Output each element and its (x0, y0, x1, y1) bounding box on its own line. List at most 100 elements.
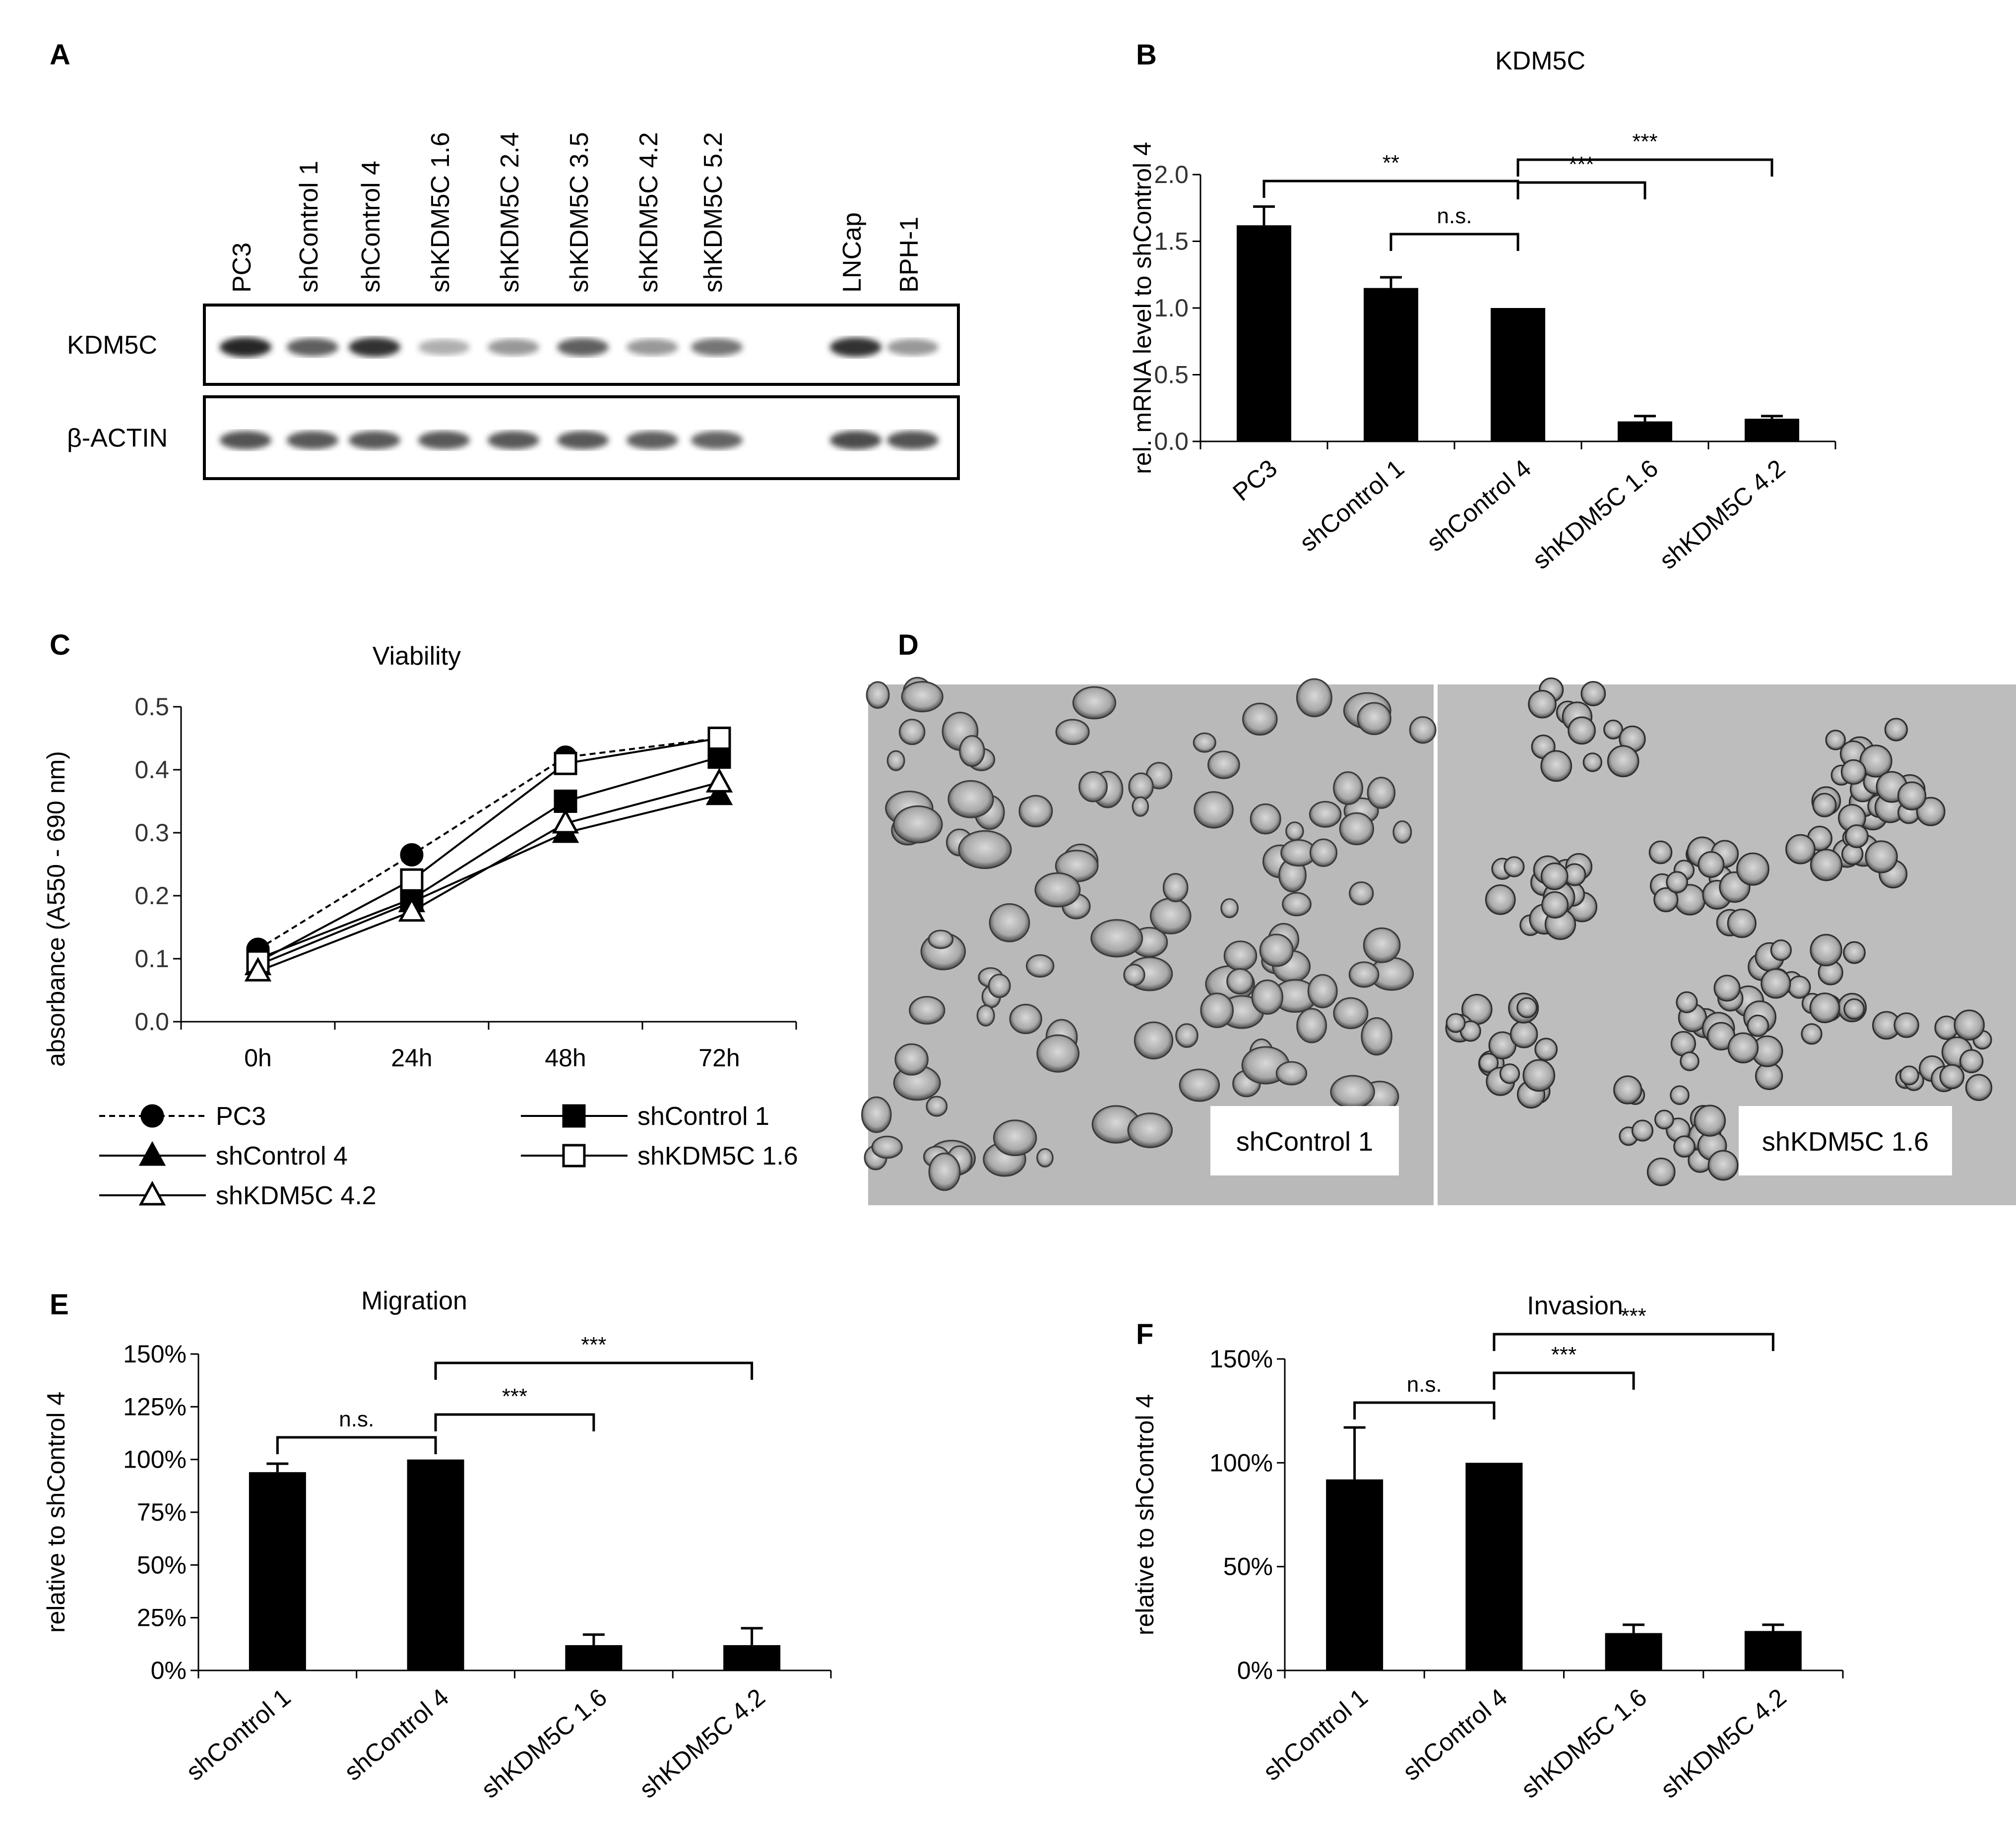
lane-label: shKDM5C 2.4 (496, 132, 524, 293)
blot-band (287, 338, 338, 357)
legend-label: shKDM5C 4.2 (216, 1181, 377, 1210)
cell (989, 903, 1030, 942)
marker-square (400, 868, 424, 892)
lane-label: PC3 (228, 243, 256, 293)
cell (1528, 690, 1557, 719)
cell (1707, 1150, 1739, 1181)
cell (893, 805, 943, 844)
series-line (257, 756, 720, 960)
cell (1810, 933, 1842, 967)
cell (1747, 1014, 1769, 1037)
marker-triangle (552, 808, 579, 834)
cell (1653, 887, 1679, 913)
chart-kdm5c-mrna: KDM5C rel. mRNA level to shControl 40.0 0.… (1129, 47, 1836, 574)
x-tick-label: 48h (545, 1044, 586, 1072)
y-tick-label: 150% (1209, 1345, 1273, 1373)
significance-bracket (1353, 1401, 1496, 1419)
y-tick-label: 0.2 (134, 882, 169, 910)
marker-triangle (705, 768, 733, 793)
cell (1275, 1061, 1308, 1086)
cell (1965, 1074, 1993, 1101)
cell (1132, 796, 1149, 817)
cell (1843, 998, 1865, 1020)
cell (1478, 1052, 1499, 1073)
y-tick-label: 0.0 (1154, 428, 1189, 455)
lane-label: BPH-1 (895, 217, 924, 293)
blot-band (488, 339, 539, 356)
cell (1333, 771, 1363, 805)
cell (993, 1119, 1037, 1157)
microscopy-images: shControl 1 shKDM5C 1.6 (861, 677, 2016, 1205)
chart-title: Migration (361, 1287, 467, 1315)
panel-letter-d: D (898, 629, 919, 661)
cell (1843, 941, 1866, 964)
cell (1361, 1017, 1392, 1056)
cell (1392, 820, 1412, 844)
blot-band (488, 431, 539, 449)
significance-bracket (1493, 1333, 1774, 1351)
significance-bracket (1389, 233, 1519, 251)
cell (1207, 750, 1240, 779)
marker-triangle (244, 957, 272, 982)
legend-label: shKDM5C 1.6 (637, 1142, 798, 1170)
cell (901, 681, 944, 713)
category-label: shKDM5C 4.2 (634, 1683, 770, 1804)
y-tick-label: 125% (123, 1393, 187, 1420)
series-line (257, 794, 720, 966)
y-axis-label: rel. mRNA level to shControl 4 (1129, 142, 1156, 474)
cell (1349, 881, 1374, 906)
cell (1330, 1075, 1375, 1109)
y-tick-label: 25% (137, 1604, 187, 1632)
cell (1676, 991, 1698, 1013)
micro-right-label: shKDM5C 1.6 (1762, 1127, 1929, 1157)
cell (1259, 933, 1294, 967)
cell (1367, 777, 1396, 809)
bar (1326, 1479, 1384, 1670)
panel-letter-a: A (50, 39, 70, 71)
marker-square (562, 1104, 586, 1128)
cell (1840, 759, 1867, 785)
lane-label: shKDM5C 3.5 (565, 132, 594, 293)
y-tick-label: 50% (1223, 1553, 1273, 1581)
category-label: shControl 4 (339, 1683, 454, 1786)
marker-triangle (138, 1141, 166, 1166)
significance-label: n.s. (339, 1407, 374, 1431)
y-tick-label: 100% (1209, 1449, 1273, 1477)
cell (1899, 1065, 1919, 1086)
significance-bracket (434, 1361, 754, 1380)
y-axis-label: absorbance (A550 - 690 nm) (42, 751, 70, 1066)
cell (1568, 716, 1596, 745)
significance-bracket (1516, 181, 1646, 199)
cell (1499, 1063, 1520, 1084)
significance-label: ** (1383, 151, 1399, 175)
cell (1179, 1068, 1220, 1102)
series-line (257, 781, 720, 973)
legend-label: shControl 4 (216, 1142, 348, 1170)
cell (1736, 852, 1769, 886)
cell (1285, 821, 1304, 841)
category-label: PC3 (1228, 454, 1283, 506)
cell (1785, 834, 1816, 864)
cell (1446, 1013, 1466, 1033)
cell (1090, 919, 1143, 958)
y-tick-label: 0.3 (134, 819, 169, 847)
cell (1307, 974, 1338, 1008)
blot-band (418, 431, 470, 449)
cell (1309, 801, 1342, 828)
blot-band (349, 337, 400, 357)
blot-band (830, 431, 882, 450)
cell (1072, 686, 1117, 720)
cell (1953, 1009, 1985, 1041)
cell (1175, 1023, 1198, 1048)
cell (894, 1043, 929, 1076)
cell (1680, 1051, 1700, 1071)
blot-band (830, 337, 882, 357)
cell (1282, 892, 1312, 917)
cell (1698, 851, 1725, 878)
cell (1127, 1112, 1173, 1148)
chart-title: Viability (373, 642, 461, 671)
blot-band (557, 338, 609, 357)
y-tick-label: 1.0 (1154, 294, 1189, 322)
cell (1607, 745, 1639, 778)
significance-bracket (434, 1413, 595, 1431)
